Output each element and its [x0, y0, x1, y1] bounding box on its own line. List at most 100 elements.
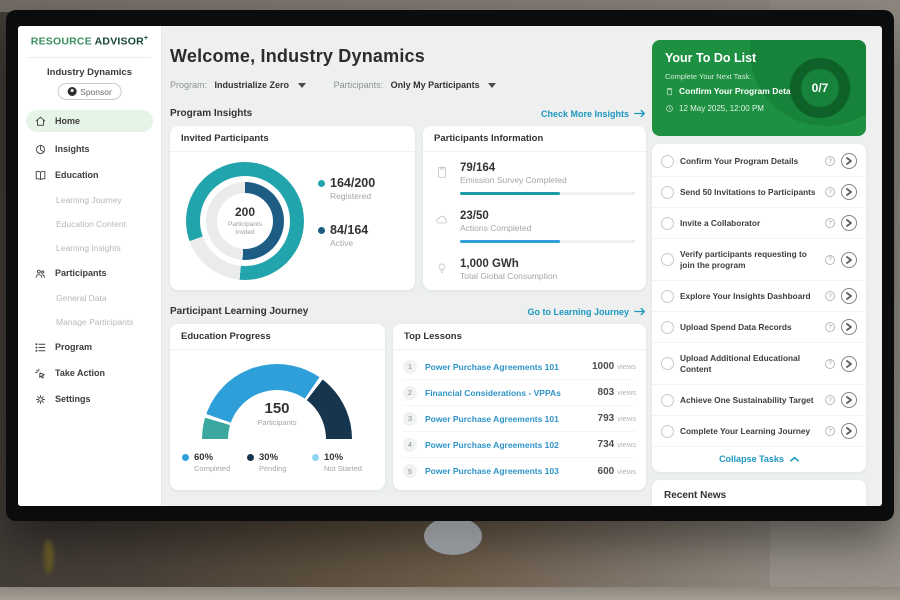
sidebar-item-general-data[interactable]: General Data [18, 286, 161, 310]
lesson-views-label: views [617, 414, 636, 423]
task-checkbox[interactable] [661, 253, 674, 266]
task-go-button[interactable] [841, 184, 857, 200]
sidebar-item-label: Participants [55, 268, 107, 278]
task-checkbox[interactable] [661, 185, 674, 199]
sidebar-item-manage-participants[interactable]: Manage Participants [18, 310, 161, 334]
task-label[interactable]: Upload Spend Data Records [680, 321, 792, 332]
task-go-button[interactable] [841, 251, 857, 268]
participants-filter[interactable]: Participants: Only My Participants [334, 80, 497, 90]
page-title: Welcome, Industry Dynamics [170, 46, 425, 66]
check-more-insights-link[interactable]: Check More Insights [541, 109, 646, 119]
task-label[interactable]: Invite a Collaborator [680, 217, 761, 228]
help-icon[interactable]: ? [825, 156, 835, 166]
sidebar: RESOURCE ADVISOR+ Industry Dynamics Spon… [18, 26, 162, 506]
action-cursor-icon [35, 368, 45, 378]
participants-info-card: Participants Information 79/164 Emission… [423, 126, 646, 290]
help-icon[interactable]: ? [825, 291, 835, 301]
todo-task-row: Verify participants requesting to join t… [652, 239, 866, 281]
sidebar-item-education[interactable]: Education [18, 162, 161, 188]
collapse-label: Collapse Tasks [719, 454, 784, 464]
arrow-right-icon [634, 307, 645, 316]
help-icon[interactable]: ? [825, 218, 835, 228]
sponsor-label: Sponsor [80, 86, 112, 97]
task-go-button[interactable] [841, 355, 857, 372]
chevron-right-icon [846, 359, 852, 368]
task-checkbox[interactable] [661, 357, 674, 370]
sidebar-item-learning-insights[interactable]: Learning Insights [18, 236, 161, 260]
help-icon[interactable]: ? [825, 322, 835, 332]
task-go-button[interactable] [841, 392, 857, 408]
task-label[interactable]: Explore Your Insights Dashboard [680, 290, 811, 301]
todo-task-row: Confirm Your Program Details ? [652, 146, 866, 177]
program-filter[interactable]: Program: Industrialize Zero [170, 80, 306, 90]
lesson-rank: 4 [403, 437, 417, 452]
task-label[interactable]: Achieve One Sustainability Target [680, 394, 814, 405]
lesson-link[interactable]: Power Purchase Agreements 103 [425, 466, 559, 476]
lesson-views-label: views [617, 466, 636, 476]
lesson-row: 1 Power Purchase Agreements 101 1000 vie… [403, 354, 636, 380]
lesson-link[interactable]: Financial Considerations - VPPAs [425, 387, 561, 398]
task-go-button[interactable] [841, 288, 857, 304]
sidebar-item-label: Learning Insights [56, 243, 121, 253]
sponsor-badge[interactable]: Sponsor [57, 83, 122, 100]
sidebar-item-home[interactable]: Home [26, 110, 153, 132]
sidebar-item-education-content[interactable]: Education Content [18, 212, 161, 236]
task-checkbox[interactable] [661, 393, 674, 407]
legend-item-not-started: 10% Not Started [312, 452, 377, 473]
task-label[interactable]: Verify participants requesting to join t… [680, 248, 807, 270]
task-label[interactable]: Upload Additional Educational Content [680, 352, 800, 374]
main-content: Welcome, Industry Dynamics Program: Indu… [170, 26, 646, 506]
stat-label: Total Global Consumption [460, 271, 558, 281]
task-label[interactable]: Confirm Your Program Details [680, 155, 799, 166]
participants-filter-value: Only My Participants [390, 80, 480, 90]
help-icon[interactable]: ? [825, 187, 835, 197]
task-go-button[interactable] [841, 319, 857, 335]
task-go-button[interactable] [841, 423, 857, 439]
help-icon[interactable]: ? [825, 358, 835, 369]
lesson-views: 600 [597, 465, 615, 477]
help-icon[interactable]: ? [825, 426, 835, 436]
legend-label: Active [330, 238, 354, 248]
help-icon[interactable]: ? [825, 254, 835, 265]
help-icon[interactable]: ? [825, 395, 835, 405]
legend-value: 60% [194, 452, 214, 463]
sidebar-item-label: Education Content [56, 219, 126, 229]
sponsor-icon [67, 87, 77, 96]
task-checkbox[interactable] [661, 289, 674, 303]
sidebar-item-program[interactable]: Program [18, 334, 161, 360]
go-to-learning-journey-link[interactable]: Go to Learning Journey [527, 307, 646, 317]
stat-emission-survey: 79/164 Emission Survey Completed [434, 162, 635, 195]
sidebar-item-participants[interactable]: Participants [18, 260, 161, 286]
task-checkbox[interactable] [661, 154, 674, 168]
program-filter-value: Industrialize Zero [214, 80, 290, 90]
legend-dot [318, 180, 325, 187]
task-go-button[interactable] [841, 215, 857, 231]
chevron-down-icon [297, 83, 306, 89]
task-checkbox[interactable] [661, 424, 674, 438]
task-go-button[interactable] [841, 153, 857, 169]
brand-plus: + [143, 35, 149, 42]
todo-title: Your To Do List [665, 51, 757, 65]
plant-blur [44, 540, 54, 574]
task-checkbox[interactable] [661, 216, 674, 230]
task-checkbox[interactable] [661, 320, 674, 334]
sidebar-item-take-action[interactable]: Take Action [18, 360, 161, 386]
lesson-link[interactable]: Power Purchase Agreements 102 [425, 439, 559, 450]
legend-dot [318, 227, 325, 234]
sidebar-item-learning-journey[interactable]: Learning Journey [18, 188, 161, 212]
card-title: Invited Participants [170, 126, 415, 152]
program-filter-label: Program: [170, 80, 208, 90]
task-label[interactable]: Send 50 Invitations to Participants [680, 186, 816, 197]
lesson-link[interactable]: Power Purchase Agreements 101 [425, 413, 559, 424]
task-label[interactable]: Complete Your Learning Journey [680, 425, 811, 436]
lesson-link[interactable]: Power Purchase Agreements 101 [425, 361, 559, 372]
sidebar-item-insights[interactable]: Insights [18, 136, 161, 162]
collapse-tasks-link[interactable]: Collapse Tasks [652, 447, 866, 471]
monitor-bezel: RESOURCE ADVISOR+ Industry Dynamics Spon… [6, 10, 894, 521]
lesson-views: 1000 [591, 361, 615, 372]
chevron-right-icon [846, 219, 852, 227]
sidebar-item-settings[interactable]: Settings [18, 386, 161, 412]
lesson-rank: 1 [403, 359, 417, 374]
legend-label: Not Started [324, 464, 362, 473]
chevron-right-icon [846, 157, 852, 165]
